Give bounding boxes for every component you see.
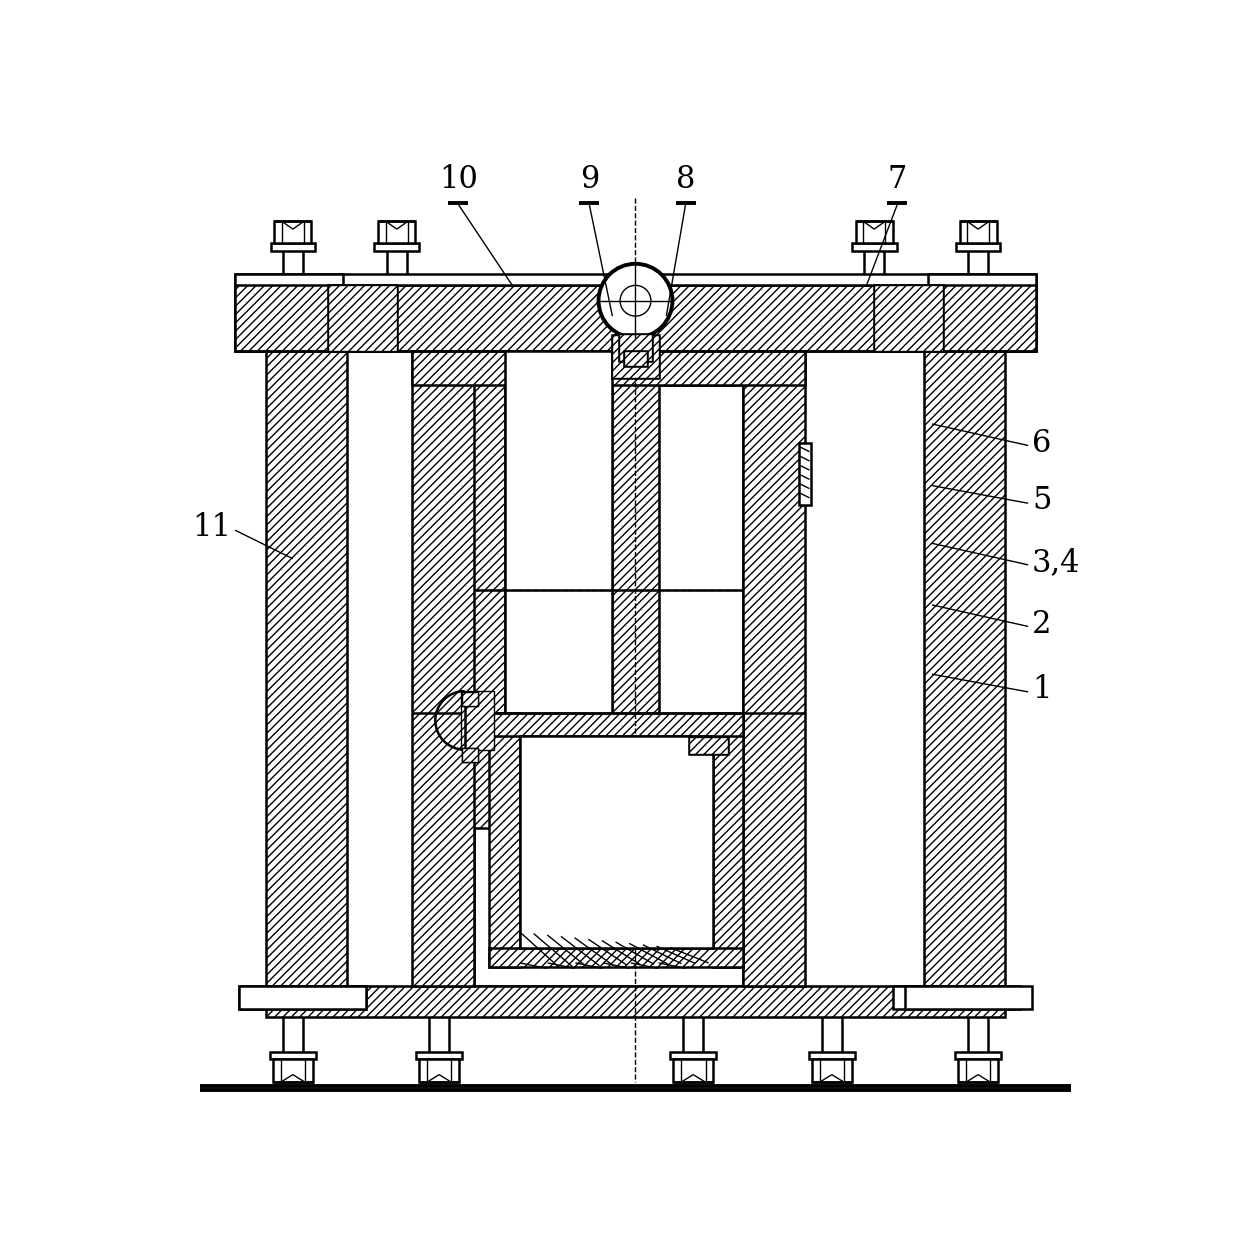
- Bar: [417, 1052, 463, 1059]
- Bar: [960, 221, 997, 243]
- Bar: [624, 351, 647, 366]
- Bar: [378, 221, 415, 243]
- Bar: [236, 274, 1035, 285]
- Bar: [236, 274, 343, 351]
- Bar: [619, 334, 652, 360]
- Bar: [412, 351, 474, 986]
- Bar: [327, 285, 397, 351]
- Bar: [613, 335, 658, 378]
- Bar: [461, 692, 494, 749]
- Bar: [463, 692, 477, 705]
- Bar: [419, 1059, 459, 1082]
- Bar: [236, 285, 1035, 351]
- Bar: [673, 1059, 713, 1082]
- Bar: [474, 385, 743, 986]
- Bar: [520, 735, 713, 948]
- Text: 11: 11: [192, 512, 231, 543]
- Bar: [461, 692, 494, 749]
- Bar: [463, 748, 477, 762]
- Text: 5: 5: [1032, 486, 1052, 517]
- Bar: [689, 738, 728, 754]
- Bar: [613, 335, 658, 378]
- Text: 8: 8: [676, 164, 696, 196]
- Bar: [412, 351, 805, 385]
- Text: 6: 6: [1032, 428, 1052, 458]
- Text: 1: 1: [1032, 674, 1052, 705]
- Bar: [928, 274, 1035, 351]
- Bar: [270, 1052, 316, 1059]
- Bar: [505, 351, 613, 828]
- Bar: [459, 351, 505, 828]
- Bar: [874, 285, 944, 351]
- Bar: [852, 243, 897, 251]
- Bar: [799, 443, 811, 505]
- Text: 2: 2: [1032, 609, 1052, 640]
- Bar: [274, 221, 311, 243]
- Bar: [624, 351, 647, 366]
- Bar: [273, 1059, 312, 1082]
- Bar: [327, 285, 397, 351]
- Bar: [239, 986, 366, 1009]
- Bar: [713, 713, 743, 966]
- Bar: [670, 1052, 717, 1059]
- Bar: [236, 285, 343, 351]
- Bar: [955, 1052, 1001, 1059]
- Bar: [490, 713, 520, 966]
- Bar: [856, 221, 893, 243]
- Bar: [808, 1052, 854, 1059]
- Bar: [374, 243, 419, 251]
- Bar: [905, 986, 1032, 1009]
- Bar: [928, 285, 1035, 351]
- Text: 9: 9: [579, 164, 599, 196]
- Bar: [619, 334, 652, 360]
- Bar: [265, 309, 347, 986]
- Circle shape: [599, 264, 672, 338]
- Circle shape: [620, 285, 651, 316]
- Bar: [613, 351, 658, 828]
- Bar: [812, 1059, 852, 1082]
- Bar: [490, 948, 743, 966]
- Bar: [463, 748, 477, 762]
- Bar: [689, 738, 728, 754]
- Bar: [270, 243, 315, 251]
- Bar: [959, 1059, 998, 1082]
- Bar: [874, 285, 944, 351]
- Text: 7: 7: [888, 164, 906, 196]
- Bar: [490, 713, 743, 735]
- Bar: [924, 309, 1006, 986]
- Bar: [894, 986, 1021, 1009]
- Bar: [743, 351, 805, 986]
- Bar: [956, 243, 1001, 251]
- Bar: [463, 692, 477, 705]
- Text: 10: 10: [439, 164, 477, 196]
- Bar: [239, 986, 366, 1009]
- Bar: [265, 986, 1006, 1017]
- Text: 3,4: 3,4: [1032, 547, 1080, 579]
